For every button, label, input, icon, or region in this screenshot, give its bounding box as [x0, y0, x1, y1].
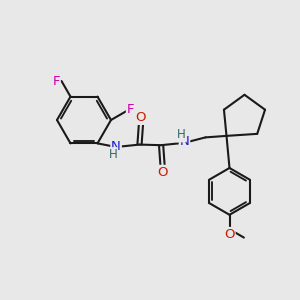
Text: N: N: [180, 135, 189, 148]
Text: O: O: [136, 111, 146, 124]
Text: F: F: [127, 103, 134, 116]
Text: N: N: [111, 140, 121, 153]
Text: H: H: [109, 148, 118, 161]
Text: O: O: [157, 166, 168, 179]
Text: O: O: [224, 228, 235, 241]
Text: H: H: [176, 128, 185, 142]
Text: F: F: [52, 74, 60, 88]
